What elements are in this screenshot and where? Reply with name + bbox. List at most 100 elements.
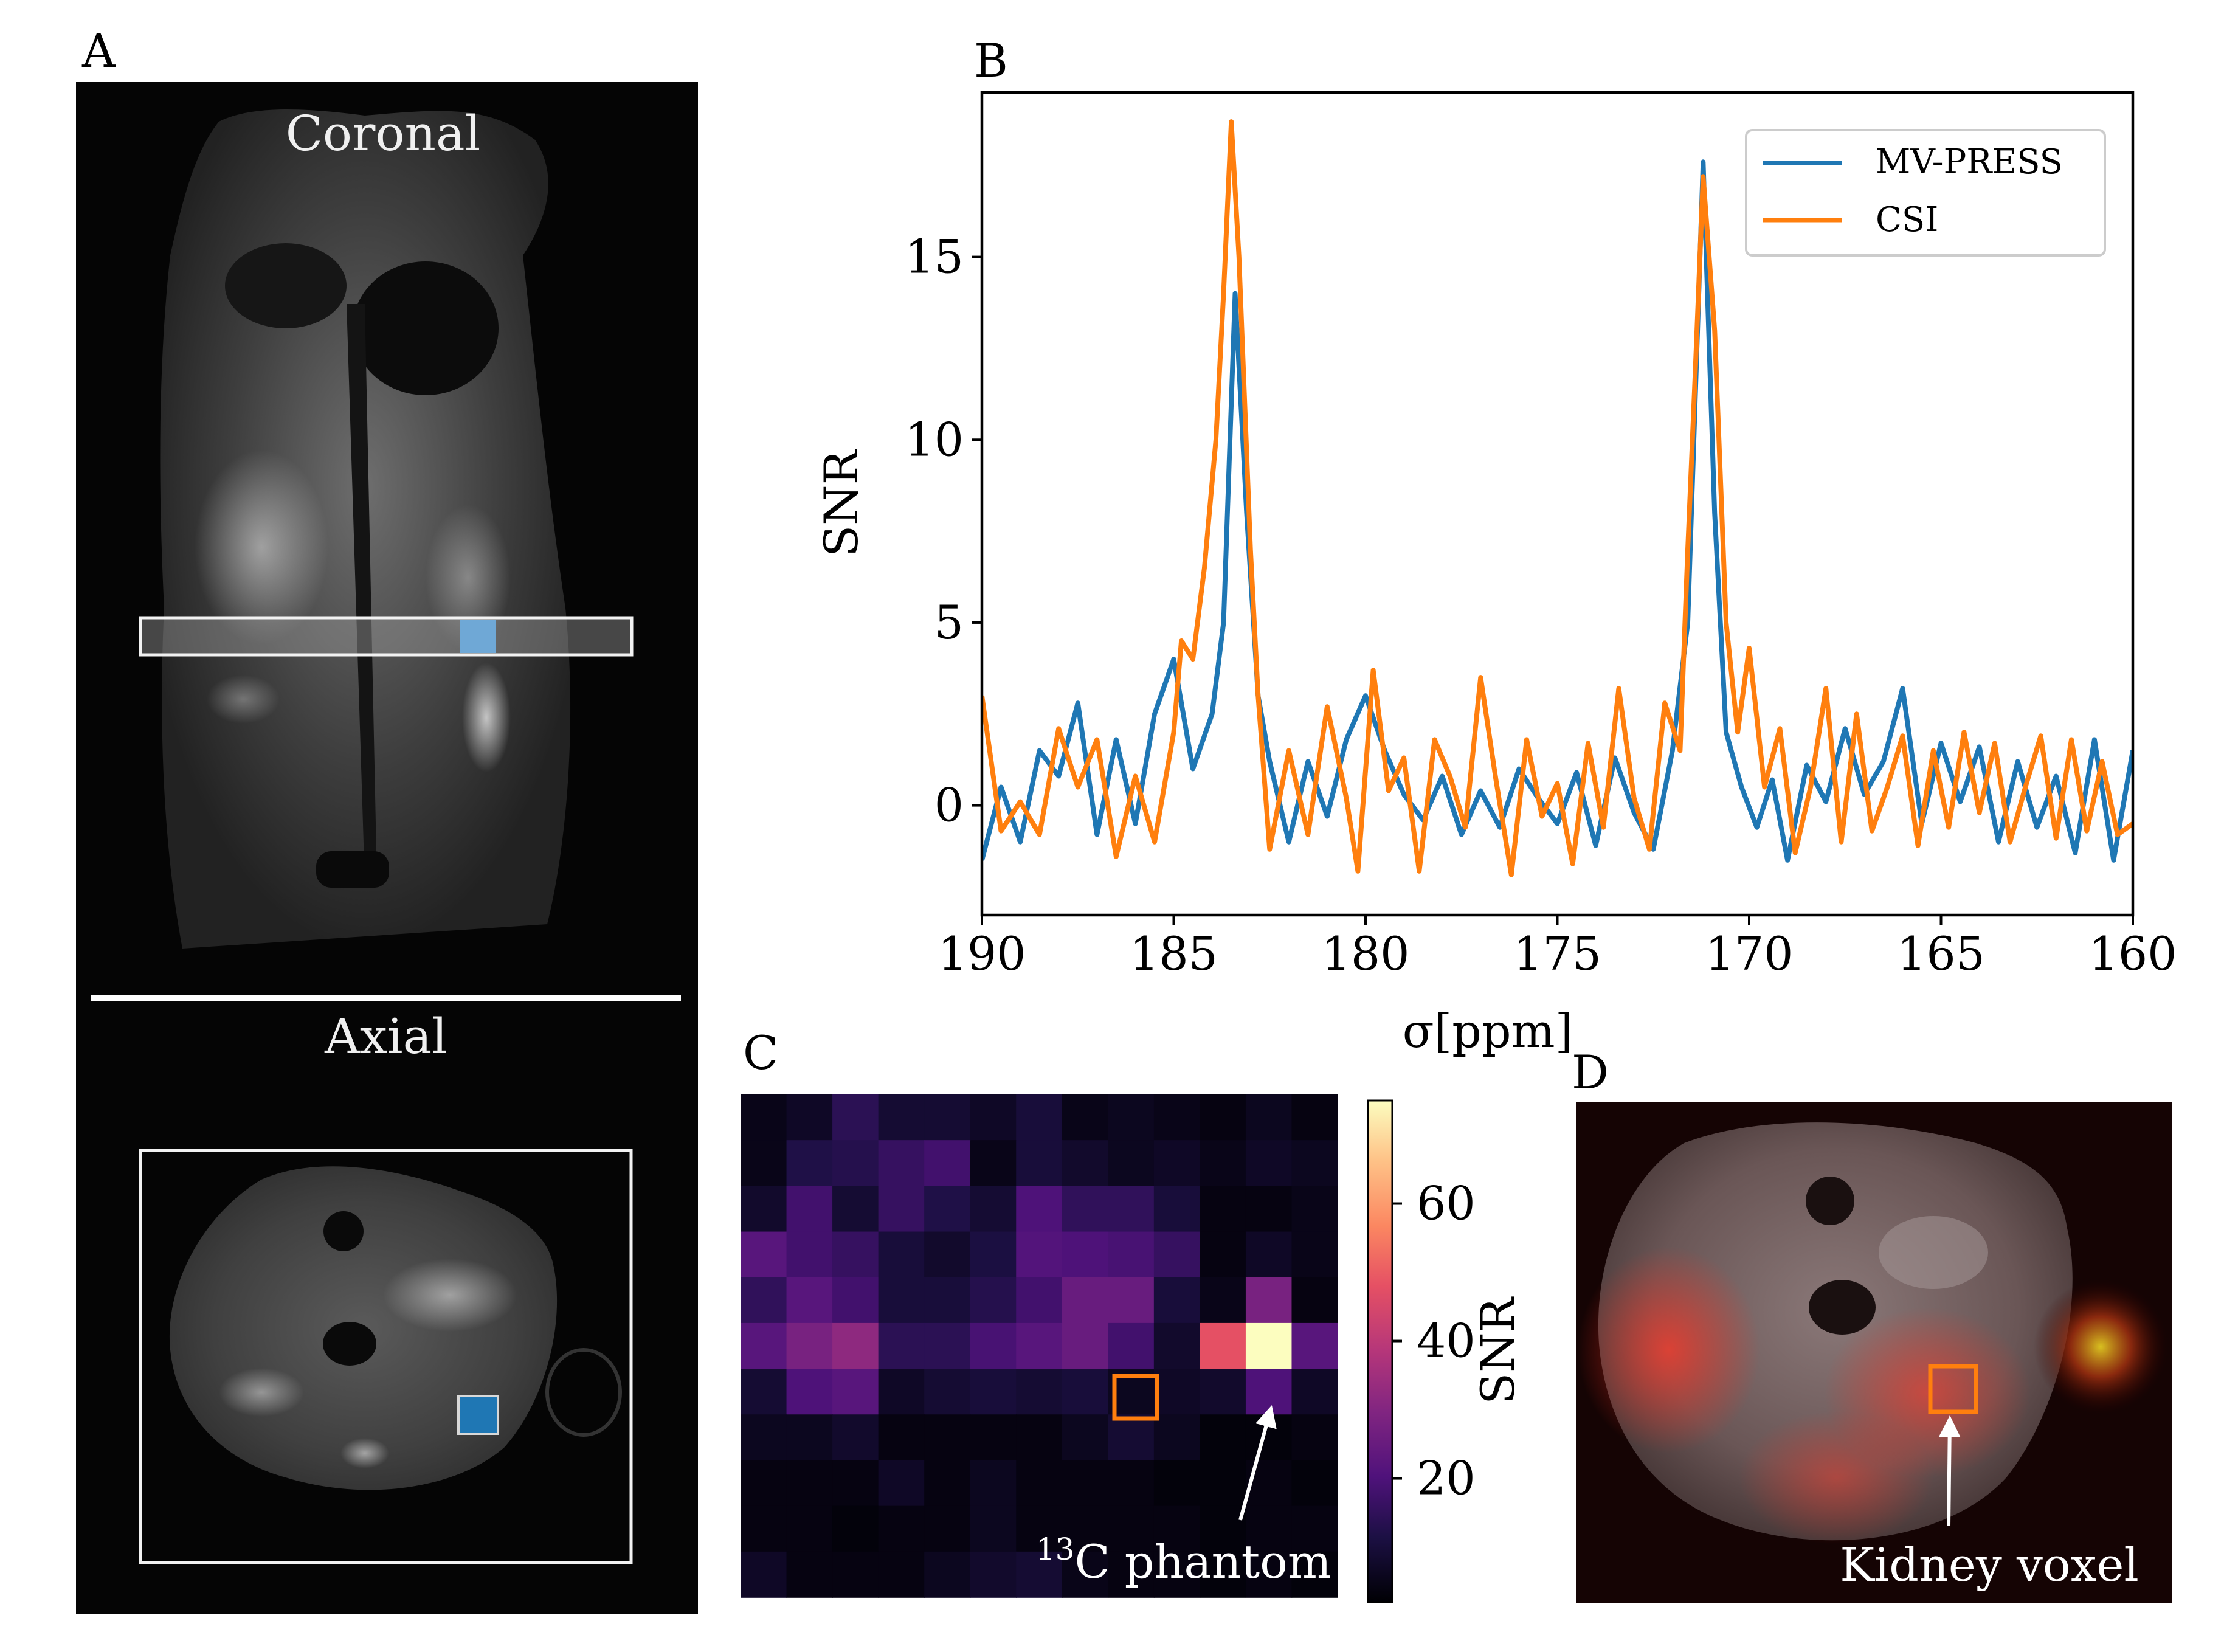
x-tick-label-185: 185	[1130, 927, 1218, 981]
heatmap-cell-r1-c8	[1108, 1140, 1155, 1187]
heatmap-cell-r7-c1	[786, 1414, 833, 1461]
heatmap-cell-r2-c1	[786, 1186, 833, 1232]
heatmap-cell-r4-c3	[878, 1277, 925, 1324]
heatmap-cell-r1-c10	[1200, 1140, 1246, 1187]
heatmap-cell-r1-c6	[1016, 1140, 1063, 1187]
heatmap-cell-r1-c3	[878, 1140, 925, 1187]
heatmap-cell-r5-c10	[1200, 1322, 1246, 1369]
heatmap-cell-r4-c8	[1108, 1277, 1155, 1324]
heatmap-cell-r6-c2	[832, 1369, 879, 1415]
heatmap-cell-r6-c0	[741, 1369, 787, 1415]
heatmap-cell-r4-c5	[970, 1277, 1017, 1324]
heatmap-cell-r3-c12	[1291, 1231, 1338, 1278]
heatmap-cell-r3-c1	[786, 1231, 833, 1278]
heatmap-cell-r5-c8	[1108, 1322, 1155, 1369]
heatmap-cell-r7-c12	[1291, 1414, 1338, 1461]
heatmap-cell-r0-c12	[1291, 1094, 1338, 1141]
heatmap-cell-r3-c11	[1245, 1231, 1293, 1278]
panel-divider	[91, 995, 681, 1001]
heatmap-cell-r10-c12	[1291, 1551, 1338, 1598]
heatmap-cell-r4-c1	[786, 1277, 833, 1324]
panel-b-label: B	[974, 33, 1008, 88]
heatmap-cell-r10-c10	[1200, 1551, 1246, 1598]
heatmap-cell-r8-c2	[832, 1460, 879, 1507]
heatmap-cell-r7-c6	[1016, 1414, 1063, 1461]
heatmap-cell-r3-c3	[878, 1231, 925, 1278]
heatmap-cell-r7-c8	[1108, 1414, 1155, 1461]
heatmap-cell-r3-c0	[741, 1231, 787, 1278]
heatmap-cell-r7-c4	[924, 1414, 971, 1461]
heatmap-cell-r3-c2	[832, 1231, 879, 1278]
panel-c-label: C	[743, 1026, 778, 1080]
heatmap-cell-r8-c4	[924, 1460, 971, 1507]
heatmap-cell-r2-c2	[832, 1186, 879, 1232]
x-tick-label-165: 165	[1897, 927, 1985, 981]
heatmap-cell-r10-c3	[878, 1551, 925, 1598]
heatmap-cell-r6-c1	[786, 1369, 833, 1415]
heatmap-cell-r6-c4	[924, 1369, 971, 1415]
heatmap-cell-r4-c2	[832, 1277, 879, 1324]
coronal-kidney-voxel	[460, 620, 496, 653]
y-tick-label-10: 10	[905, 412, 964, 466]
heatmap-cell-r7-c5	[970, 1414, 1017, 1461]
heatmap-cell-r8-c8	[1108, 1460, 1155, 1507]
heatmap-cell-r7-c10	[1200, 1414, 1246, 1461]
heatmap-cell-r7-c3	[878, 1414, 925, 1461]
heatmap-cell-r8-c12	[1291, 1460, 1338, 1507]
heatmap-cell-r2-c10	[1200, 1186, 1246, 1232]
heatmap-cell-r10-c6	[1016, 1551, 1063, 1598]
heatmap-cell-r5-c4	[924, 1322, 971, 1369]
coronal-title: Coronal	[286, 105, 481, 162]
kidney-annotation: Kidney voxel	[1840, 1538, 2139, 1592]
axial-kidney-voxel	[457, 1395, 499, 1435]
heatmap-cell-r5-c7	[1062, 1322, 1109, 1369]
kidney-roi-box-d	[1928, 1364, 1978, 1414]
heatmap-cell-r9-c5	[970, 1505, 1017, 1552]
heatmap-cell-r1-c4	[924, 1140, 971, 1187]
heatmap-cell-r6-c5	[970, 1369, 1017, 1415]
heatmap-cell-r8-c9	[1153, 1460, 1201, 1507]
heatmap-cell-r3-c10	[1200, 1231, 1246, 1278]
snr-spectrum-chart: 190 185 180 175 170 165 160 0 5 10 15 σ[ppm] SNR M…	[814, 91, 2177, 1058]
heatmap-cell-r10-c9	[1153, 1551, 1201, 1598]
colorbar-tick-label-20: 20	[1417, 1451, 1476, 1505]
heatmap-cell-r0-c8	[1108, 1094, 1155, 1141]
heatmap-cell-r6-c10	[1200, 1369, 1246, 1415]
panel-d-label: D	[1572, 1045, 1609, 1099]
heatmap-cell-r6-c11	[1245, 1369, 1293, 1415]
heatmap-cell-r1-c9	[1153, 1140, 1201, 1187]
heatmap-cell-r2-c8	[1108, 1186, 1155, 1232]
heatmap-cell-r5-c5	[970, 1322, 1017, 1369]
heatmap-cell-r7-c0	[741, 1414, 787, 1461]
heatmap-cell-r5-c0	[741, 1322, 787, 1369]
snr-heatmap	[741, 1094, 1338, 1598]
heatmap-cell-r4-c9	[1153, 1277, 1201, 1324]
heatmap-cell-r8-c5	[970, 1460, 1017, 1507]
heatmap-cell-r6-c12	[1291, 1369, 1338, 1415]
heatmap-cell-r1-c1	[786, 1140, 833, 1187]
legend-label-mv-press: MV-PRESS	[1876, 142, 2063, 182]
heatmap-cell-r9-c11	[1245, 1505, 1293, 1552]
heatmap-cell-r3-c8	[1108, 1231, 1155, 1278]
heatmap-cell-r5-c9	[1153, 1322, 1201, 1369]
heatmap-cell-r0-c2	[832, 1094, 879, 1141]
csi-slab-box	[139, 616, 634, 657]
heatmap-cell-r9-c7	[1062, 1505, 1109, 1552]
heatmap-cell-r1-c11	[1245, 1140, 1293, 1187]
heatmap-cell-r1-c0	[741, 1140, 787, 1187]
heatmap-cell-r5-c2	[832, 1322, 879, 1369]
heatmap-cell-r0-c9	[1153, 1094, 1201, 1141]
heatmap-cell-r2-c12	[1291, 1186, 1338, 1232]
legend-label-csi: CSI	[1876, 200, 1938, 240]
heatmap-cell-r0-c1	[786, 1094, 833, 1141]
heatmap-cell-r5-c12	[1291, 1322, 1338, 1369]
heatmap-cell-r5-c11	[1245, 1322, 1293, 1369]
phantom-annotation-sup: 13	[1036, 1532, 1075, 1567]
heatmap-cell-r0-c3	[878, 1094, 925, 1141]
heatmap-cell-r2-c5	[970, 1186, 1017, 1232]
heatmap-cell-r10-c11	[1245, 1551, 1293, 1598]
colorbar-tick-label-60: 60	[1417, 1177, 1476, 1231]
kidney-roi-box-c	[1112, 1374, 1159, 1421]
heatmap-cell-r5-c1	[786, 1322, 833, 1369]
